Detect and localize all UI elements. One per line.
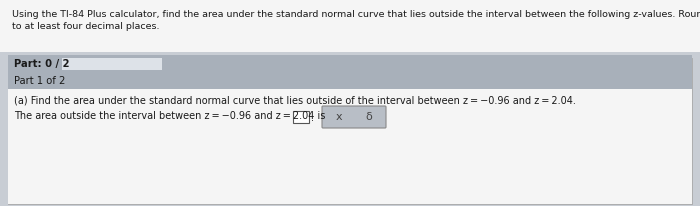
- Text: Using the TI-84 Plus calculator, find the area under the standard normal curve t: Using the TI-84 Plus calculator, find th…: [12, 10, 700, 19]
- FancyBboxPatch shape: [8, 89, 692, 204]
- FancyBboxPatch shape: [8, 73, 692, 89]
- FancyBboxPatch shape: [8, 58, 692, 204]
- FancyBboxPatch shape: [8, 55, 692, 73]
- Text: .: .: [311, 113, 314, 123]
- Text: The area outside the interval between z = −0.96 and z = 2.04 is: The area outside the interval between z …: [14, 111, 326, 121]
- FancyBboxPatch shape: [293, 111, 309, 123]
- Text: to at least four decimal places.: to at least four decimal places.: [12, 22, 160, 31]
- Text: δ: δ: [365, 112, 372, 122]
- Text: Part 1 of 2: Part 1 of 2: [14, 76, 65, 86]
- FancyBboxPatch shape: [0, 0, 700, 52]
- Text: Part: 0 / 2: Part: 0 / 2: [14, 59, 69, 69]
- Text: x: x: [336, 112, 342, 122]
- Text: (a) Find the area under the standard normal curve that lies outside of the inter: (a) Find the area under the standard nor…: [14, 95, 576, 105]
- FancyBboxPatch shape: [62, 58, 162, 70]
- FancyBboxPatch shape: [322, 106, 386, 128]
